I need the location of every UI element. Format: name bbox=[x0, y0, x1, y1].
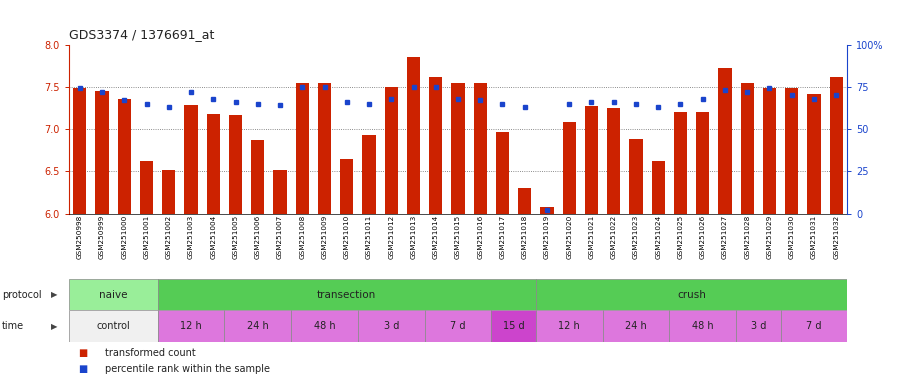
Text: transformed count: transformed count bbox=[105, 348, 196, 358]
Text: 7 d: 7 d bbox=[806, 321, 822, 331]
Bar bbox=[807, 94, 821, 214]
Bar bbox=[318, 83, 332, 214]
Text: naive: naive bbox=[99, 290, 127, 300]
Bar bbox=[251, 140, 265, 214]
Text: 7 d: 7 d bbox=[451, 321, 465, 331]
Bar bbox=[117, 99, 131, 214]
Bar bbox=[358, 310, 425, 342]
Bar bbox=[340, 159, 354, 214]
Text: percentile rank within the sample: percentile rank within the sample bbox=[105, 364, 270, 374]
Text: time: time bbox=[2, 321, 24, 331]
Text: 48 h: 48 h bbox=[692, 321, 714, 331]
Bar bbox=[158, 310, 224, 342]
Bar bbox=[536, 310, 603, 342]
Bar bbox=[785, 88, 799, 214]
Bar bbox=[207, 114, 220, 214]
Text: GDS3374 / 1376691_at: GDS3374 / 1376691_at bbox=[69, 28, 214, 41]
Bar bbox=[491, 310, 536, 342]
Bar bbox=[718, 68, 732, 214]
Text: transection: transection bbox=[317, 290, 376, 300]
Bar bbox=[496, 132, 509, 214]
Bar bbox=[363, 135, 376, 214]
Bar bbox=[184, 105, 198, 214]
Bar bbox=[95, 91, 109, 214]
Bar bbox=[291, 310, 358, 342]
Bar bbox=[670, 310, 736, 342]
Text: control: control bbox=[96, 321, 130, 331]
Bar bbox=[162, 170, 176, 214]
Bar bbox=[425, 310, 491, 342]
Text: 24 h: 24 h bbox=[247, 321, 268, 331]
Bar bbox=[273, 170, 287, 214]
Bar bbox=[629, 139, 643, 214]
Text: 24 h: 24 h bbox=[625, 321, 647, 331]
Text: ▶: ▶ bbox=[51, 321, 58, 331]
Text: ■: ■ bbox=[78, 348, 87, 358]
Bar bbox=[429, 77, 442, 214]
Bar bbox=[562, 122, 576, 214]
Bar bbox=[651, 161, 665, 214]
Bar bbox=[736, 310, 780, 342]
Text: 3 d: 3 d bbox=[750, 321, 766, 331]
Bar bbox=[607, 108, 620, 214]
Bar bbox=[229, 115, 242, 214]
Bar bbox=[69, 279, 158, 310]
Text: 48 h: 48 h bbox=[313, 321, 335, 331]
Bar bbox=[536, 279, 847, 310]
Bar bbox=[740, 83, 754, 214]
Bar bbox=[140, 161, 153, 214]
Text: 15 d: 15 d bbox=[503, 321, 525, 331]
Text: 3 d: 3 d bbox=[384, 321, 399, 331]
Bar bbox=[674, 112, 687, 214]
Bar bbox=[696, 112, 709, 214]
Text: protocol: protocol bbox=[2, 290, 41, 300]
Text: crush: crush bbox=[677, 290, 706, 300]
Bar bbox=[385, 87, 398, 214]
Text: 12 h: 12 h bbox=[559, 321, 580, 331]
Text: ▶: ▶ bbox=[51, 290, 58, 299]
Bar bbox=[603, 310, 670, 342]
Bar bbox=[474, 83, 487, 214]
Bar bbox=[73, 88, 86, 214]
Bar bbox=[296, 83, 309, 214]
Bar bbox=[780, 310, 847, 342]
Text: 12 h: 12 h bbox=[180, 321, 202, 331]
Text: ■: ■ bbox=[78, 364, 87, 374]
Bar bbox=[540, 207, 553, 214]
Bar bbox=[158, 279, 536, 310]
Bar bbox=[518, 188, 531, 214]
Bar bbox=[830, 77, 843, 214]
Bar bbox=[224, 310, 291, 342]
Bar bbox=[584, 106, 598, 214]
Bar bbox=[452, 83, 464, 214]
Bar bbox=[69, 310, 158, 342]
Bar bbox=[763, 88, 776, 214]
Bar bbox=[407, 57, 420, 214]
